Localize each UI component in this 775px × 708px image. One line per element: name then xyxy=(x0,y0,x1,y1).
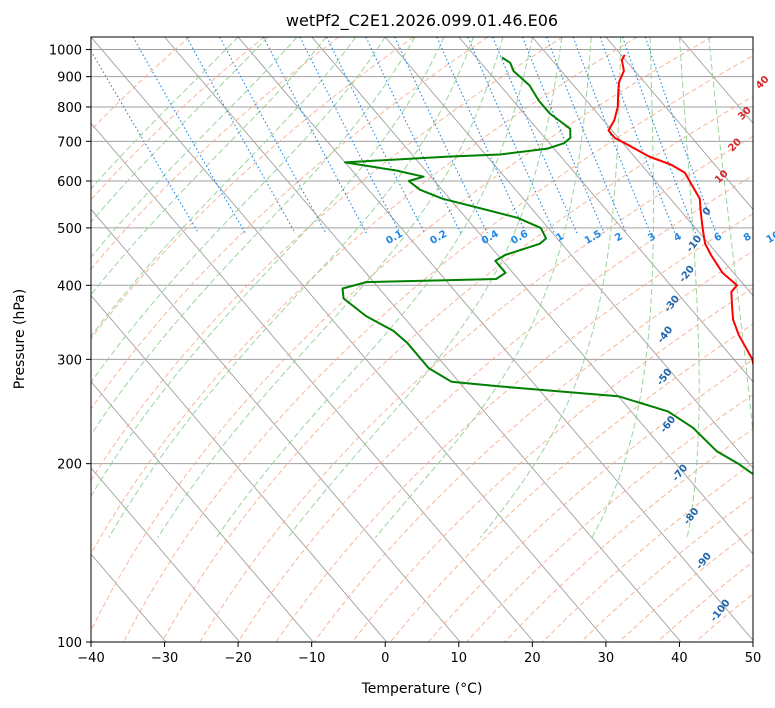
y-tick-label: 100 xyxy=(57,636,82,651)
y-tick-label: 400 xyxy=(57,279,82,294)
moist-adiabat-line xyxy=(91,37,445,497)
mixing-ratio-line xyxy=(326,37,426,234)
dry-adiabat-line xyxy=(389,323,753,642)
dry-adiabat-line xyxy=(91,37,265,201)
dry-adiabat-line xyxy=(275,213,753,642)
moist-adiabat-line xyxy=(157,37,504,538)
mixing-ratio-line xyxy=(572,37,651,234)
dry-adiabat-line xyxy=(91,37,713,632)
x-tick-label: 10 xyxy=(451,651,468,666)
moist-adiabat-line xyxy=(374,37,592,539)
moist-adiabat-line xyxy=(215,37,533,538)
isotherm-line xyxy=(384,37,753,469)
y-axis-label: Pressure (hPa) xyxy=(12,289,28,389)
mixing-ratio-line xyxy=(91,50,200,234)
mixing-ratio-label: 8 xyxy=(742,231,754,244)
dry-adiabat-line xyxy=(123,55,753,642)
y-tick-label: 300 xyxy=(57,353,82,368)
dry-adiabat-line xyxy=(91,37,340,270)
x-tick-label: 40 xyxy=(671,651,688,666)
y-tick-label: 600 xyxy=(57,175,82,190)
mixing-ratio-label: 4 xyxy=(672,231,684,244)
dry-adiabat-line xyxy=(351,287,753,642)
isotherm-line xyxy=(531,37,753,297)
y-tick-label: 800 xyxy=(57,101,82,116)
moist-adiabat-line xyxy=(91,37,386,384)
y-tick-label: 900 xyxy=(57,71,82,86)
mixing-ratio-label: 6 xyxy=(713,231,725,244)
mixing-ratio-line xyxy=(186,37,296,234)
mixing-ratio-line xyxy=(492,37,578,234)
mixing-ratio-line xyxy=(599,37,676,234)
y-tick-label: 700 xyxy=(57,135,82,150)
isotherm-line xyxy=(605,37,753,211)
temperature-profile xyxy=(607,54,753,369)
moist-adiabat-label: 40 xyxy=(754,74,772,92)
chart-title: wetPf2_C2E1.2026.099.01.46.E06 xyxy=(286,11,558,31)
moist-adiabat-line xyxy=(287,37,563,539)
y-tick-label: 200 xyxy=(57,458,82,473)
isotherm-line xyxy=(91,208,461,642)
moist-adiabat-line xyxy=(479,37,622,539)
y-tick-label: 1000 xyxy=(49,44,82,59)
moist-adiabat-line xyxy=(91,37,298,258)
isotherm-line xyxy=(91,381,314,642)
x-tick-label: −40 xyxy=(77,651,104,666)
dry-adiabat-line xyxy=(91,37,563,482)
mixing-ratio-line xyxy=(299,37,401,234)
mixing-ratio-label: 10 xyxy=(765,230,775,247)
x-tick-label: 50 xyxy=(745,651,762,666)
plot-area xyxy=(91,37,753,642)
isotherm-line xyxy=(91,122,535,642)
grid-layer xyxy=(91,37,753,642)
isotherm-line xyxy=(164,37,682,642)
mixing-ratio-label: 2 xyxy=(613,231,625,244)
mixing-ratio-line xyxy=(365,37,462,234)
isotherm-line xyxy=(91,467,240,642)
isotherm-line xyxy=(752,37,753,38)
moist-adiabat-line xyxy=(591,37,654,538)
mixing-ratio-label: 3 xyxy=(646,231,658,244)
dry-adiabat-line xyxy=(199,135,753,642)
x-tick-label: −30 xyxy=(151,651,178,666)
x-axis-label: Temperature (°C) xyxy=(361,681,483,697)
y-tick-label: 500 xyxy=(57,222,82,237)
mixing-ratio-line xyxy=(467,37,555,234)
isotherm-line xyxy=(237,37,753,641)
plot-frame xyxy=(90,36,754,643)
x-tick-label: −20 xyxy=(224,651,251,666)
axis-layer: −40 −30 −20 −10 0 10 20 30 40 50 100 200 300 400 500 60… xyxy=(49,44,761,666)
plot-background xyxy=(91,37,753,642)
mixing-ratio-line xyxy=(622,37,697,234)
x-tick-label: 30 xyxy=(598,651,615,666)
moist-adiabat-line xyxy=(91,37,268,223)
moist-adiabat-line xyxy=(91,37,416,436)
x-tick-label: 0 xyxy=(381,651,389,666)
moist-adiabat-line xyxy=(708,37,753,440)
x-tick-label: −10 xyxy=(298,651,325,666)
isotherm-line xyxy=(311,37,753,555)
dry-adiabat-line xyxy=(91,37,489,410)
mixing-ratio-line xyxy=(644,37,717,234)
series-layer xyxy=(341,54,753,476)
moist-adiabat-line xyxy=(91,37,357,338)
moist-adiabat-line xyxy=(91,37,239,190)
isotherm-line xyxy=(91,294,388,642)
dry-adiabat-line xyxy=(91,37,638,555)
mixing-ratio-label: 1 xyxy=(554,231,566,244)
isotherm-line xyxy=(91,37,608,642)
dewpoint-profile xyxy=(341,56,753,476)
moist-adiabat-line xyxy=(108,37,474,538)
x-tick-label: 20 xyxy=(524,651,541,666)
